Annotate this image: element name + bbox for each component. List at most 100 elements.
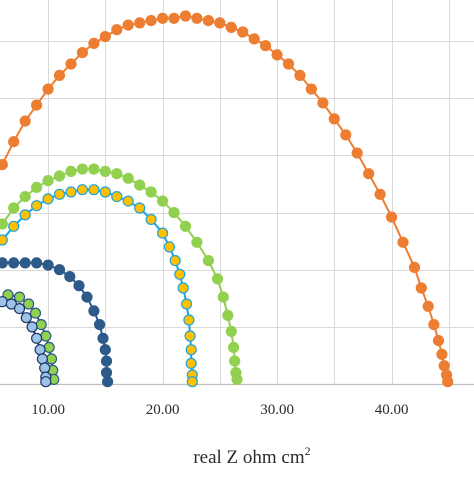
gridlines: [0, 0, 474, 384]
x-tick-label: 20.00: [146, 402, 180, 418]
data-point: [181, 298, 193, 310]
data-point: [13, 303, 26, 315]
data-point: [428, 319, 440, 331]
series-3: [0, 184, 198, 388]
data-point: [179, 10, 192, 22]
data-point: [168, 207, 180, 219]
data-point: [282, 58, 295, 70]
data-point: [111, 191, 123, 203]
data-point: [351, 147, 363, 159]
data-point: [305, 83, 317, 95]
data-point: [432, 335, 445, 347]
data-point: [73, 280, 85, 292]
data-point: [43, 341, 55, 353]
data-point: [0, 159, 8, 171]
data-point: [101, 376, 114, 388]
data-point: [8, 202, 20, 214]
data-point: [30, 200, 43, 212]
data-point: [248, 33, 260, 45]
data-point: [81, 291, 93, 303]
data-point: [422, 300, 434, 312]
data-point: [99, 344, 111, 356]
data-point: [145, 186, 157, 198]
data-point: [19, 257, 31, 269]
data-point: [36, 353, 49, 365]
data-point: [340, 129, 352, 141]
data-point: [100, 355, 113, 367]
data-point: [53, 188, 66, 200]
data-point: [134, 202, 146, 214]
data-point: [122, 19, 134, 31]
data-point: [191, 236, 203, 248]
data-point: [386, 211, 398, 223]
data-point: [408, 261, 421, 273]
data-point: [168, 12, 180, 24]
data-point: [231, 373, 243, 385]
data-point: [202, 15, 214, 27]
data-point: [415, 282, 427, 294]
data-point: [260, 40, 272, 52]
data-point: [30, 181, 43, 193]
data-point: [34, 344, 46, 356]
data-point: [185, 344, 197, 356]
data-point: [225, 21, 237, 33]
data-point: [157, 227, 169, 239]
data-point: [174, 268, 186, 280]
data-point: [8, 220, 20, 232]
data-point: [122, 172, 134, 184]
data-point: [157, 195, 169, 207]
x-tick-label: 40.00: [375, 402, 409, 418]
data-point: [436, 348, 448, 360]
data-point: [271, 49, 283, 61]
data-point: [99, 186, 111, 198]
data-point: [225, 325, 237, 337]
data-point: [76, 46, 89, 59]
data-point: [294, 69, 306, 82]
data-point: [374, 188, 386, 200]
data-point: [99, 165, 111, 177]
data-point: [442, 376, 454, 388]
series-4: [0, 257, 114, 388]
data-point: [30, 332, 43, 344]
data-point: [145, 15, 157, 27]
data-point: [134, 17, 146, 29]
data-point: [0, 234, 8, 246]
data-point: [65, 58, 77, 70]
data-point: [211, 273, 224, 285]
x-axis-title: real Z ohm cm2: [193, 444, 310, 468]
x-axis-title-superscript: 2: [305, 444, 311, 458]
data-point: [53, 170, 66, 182]
data-point: [222, 309, 234, 321]
data-point: [163, 241, 175, 253]
data-point: [88, 163, 100, 175]
x-tick-label: 30.00: [260, 402, 294, 418]
data-point: [19, 209, 31, 221]
data-point: [111, 24, 123, 36]
data-point: [237, 26, 249, 38]
data-point: [100, 367, 113, 379]
data-point: [179, 220, 192, 232]
data-point: [8, 136, 20, 148]
data-point: [122, 195, 134, 207]
data-point: [169, 255, 181, 267]
data-point: [177, 282, 189, 294]
data-point: [20, 312, 32, 324]
data-point: [39, 362, 51, 374]
data-point: [93, 319, 106, 331]
data-point: [0, 257, 8, 269]
data-point: [191, 12, 203, 24]
data-point: [76, 184, 89, 196]
data-point: [8, 257, 20, 269]
data-point: [35, 319, 47, 331]
data-point: [40, 376, 52, 388]
data-point: [157, 12, 169, 24]
data-point: [229, 355, 241, 367]
data-point: [76, 163, 89, 175]
data-point: [42, 175, 54, 187]
data-point: [317, 97, 329, 109]
data-point: [99, 30, 111, 43]
data-point: [202, 255, 214, 267]
data-point: [88, 305, 100, 317]
data-point: [214, 17, 226, 29]
